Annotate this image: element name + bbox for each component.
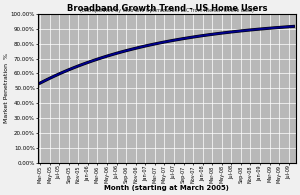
Y-axis label: Market Penetration  %: Market Penetration % [4, 53, 9, 123]
Title: Broadband Growth Trend - US Home Users: Broadband Growth Trend - US Home Users [67, 4, 267, 13]
X-axis label: Month (starting at March 2005): Month (starting at March 2005) [104, 185, 229, 191]
Text: (Extrapolated by Web Site Optimization, LLC from Nielsen Online data): (Extrapolated by Web Site Optimization, … [80, 8, 254, 13]
